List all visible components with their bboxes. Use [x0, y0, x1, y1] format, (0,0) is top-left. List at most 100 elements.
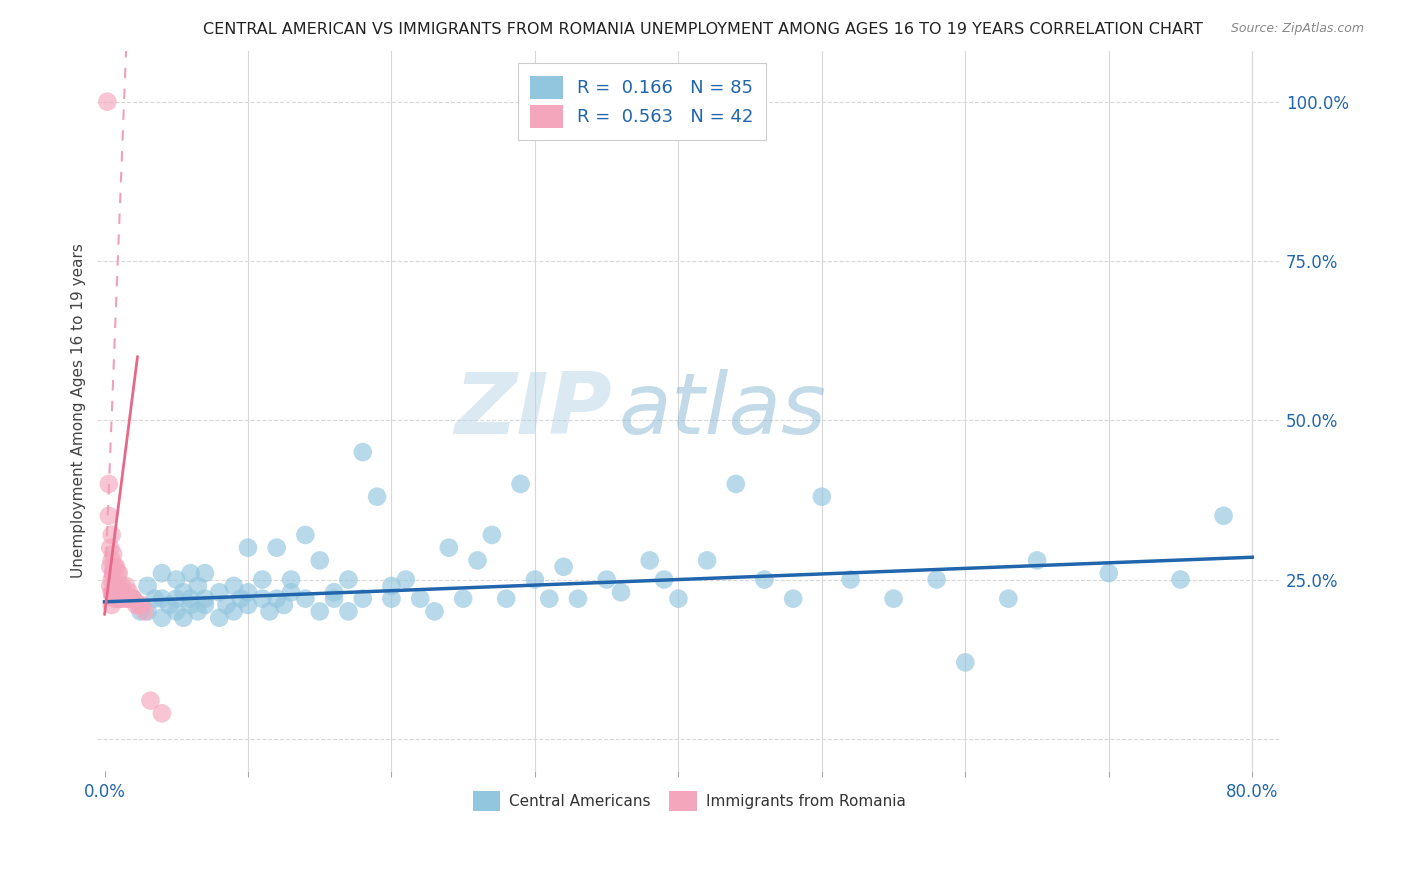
Point	[194, 591, 217, 606]
Point	[194, 598, 217, 612]
Point	[136, 579, 159, 593]
Point	[380, 579, 402, 593]
Text: Source: ZipAtlas.com: Source: ZipAtlas.com	[1230, 22, 1364, 36]
Point	[187, 579, 209, 593]
Point	[208, 611, 231, 625]
Point	[266, 541, 288, 555]
Point	[187, 604, 209, 618]
Point	[128, 598, 150, 612]
Point	[236, 585, 259, 599]
Point	[108, 566, 131, 581]
Point	[108, 579, 131, 593]
Point	[97, 508, 120, 523]
Point	[409, 591, 432, 606]
Point	[107, 566, 129, 581]
Point	[495, 591, 517, 606]
Point	[883, 591, 905, 606]
Point	[129, 604, 152, 618]
Point	[122, 591, 145, 606]
Point	[105, 579, 128, 593]
Point	[352, 445, 374, 459]
Y-axis label: Unemployment Among Ages 16 to 19 years: Unemployment Among Ages 16 to 19 years	[72, 244, 86, 578]
Point	[150, 611, 173, 625]
Point	[236, 541, 259, 555]
Point	[150, 706, 173, 721]
Point	[395, 573, 418, 587]
Point	[638, 553, 661, 567]
Point	[337, 573, 360, 587]
Point	[323, 591, 346, 606]
Point	[323, 585, 346, 599]
Point	[157, 598, 180, 612]
Point	[98, 559, 121, 574]
Point	[380, 591, 402, 606]
Point	[100, 573, 122, 587]
Point	[467, 553, 489, 567]
Point	[131, 598, 153, 612]
Point	[839, 573, 862, 587]
Point	[122, 591, 145, 606]
Point	[337, 604, 360, 618]
Point	[165, 573, 187, 587]
Point	[523, 573, 546, 587]
Point	[134, 604, 156, 618]
Legend: Central Americans, Immigrants from Romania: Central Americans, Immigrants from Roman…	[467, 785, 911, 817]
Point	[1170, 573, 1192, 587]
Point	[101, 585, 124, 599]
Point	[280, 573, 302, 587]
Point	[97, 477, 120, 491]
Point	[1098, 566, 1121, 581]
Point	[180, 591, 202, 606]
Point	[180, 598, 202, 612]
Point	[111, 591, 134, 606]
Point	[222, 604, 245, 618]
Point	[120, 591, 142, 606]
Point	[481, 528, 503, 542]
Point	[110, 585, 132, 599]
Point	[115, 579, 138, 593]
Point	[112, 585, 135, 599]
Point	[652, 573, 675, 587]
Point	[955, 656, 977, 670]
Point	[180, 566, 202, 581]
Point	[125, 598, 148, 612]
Point	[143, 591, 166, 606]
Point	[96, 95, 118, 109]
Point	[101, 566, 124, 581]
Point	[509, 477, 531, 491]
Point	[252, 573, 274, 587]
Point	[103, 591, 125, 606]
Point	[107, 585, 129, 599]
Point	[100, 553, 122, 567]
Point	[252, 591, 274, 606]
Point	[595, 573, 617, 587]
Point	[308, 604, 330, 618]
Text: CENTRAL AMERICAN VS IMMIGRANTS FROM ROMANIA UNEMPLOYMENT AMONG AGES 16 TO 19 YEA: CENTRAL AMERICAN VS IMMIGRANTS FROM ROMA…	[202, 22, 1204, 37]
Point	[100, 585, 122, 599]
Point	[111, 579, 134, 593]
Point	[811, 490, 834, 504]
Point	[724, 477, 747, 491]
Text: atlas: atlas	[619, 369, 827, 452]
Point	[567, 591, 589, 606]
Point	[208, 585, 231, 599]
Point	[294, 528, 316, 542]
Point	[538, 591, 561, 606]
Point	[229, 591, 252, 606]
Point	[215, 598, 238, 612]
Point	[105, 559, 128, 574]
Point	[165, 591, 187, 606]
Point	[437, 541, 460, 555]
Text: ZIP: ZIP	[454, 369, 612, 452]
Point	[754, 573, 776, 587]
Point	[194, 566, 217, 581]
Point	[782, 591, 804, 606]
Point	[273, 598, 295, 612]
Point	[236, 598, 259, 612]
Point	[165, 604, 187, 618]
Point	[352, 591, 374, 606]
Point	[100, 528, 122, 542]
Point	[1212, 508, 1234, 523]
Point	[259, 604, 281, 618]
Point	[610, 585, 633, 599]
